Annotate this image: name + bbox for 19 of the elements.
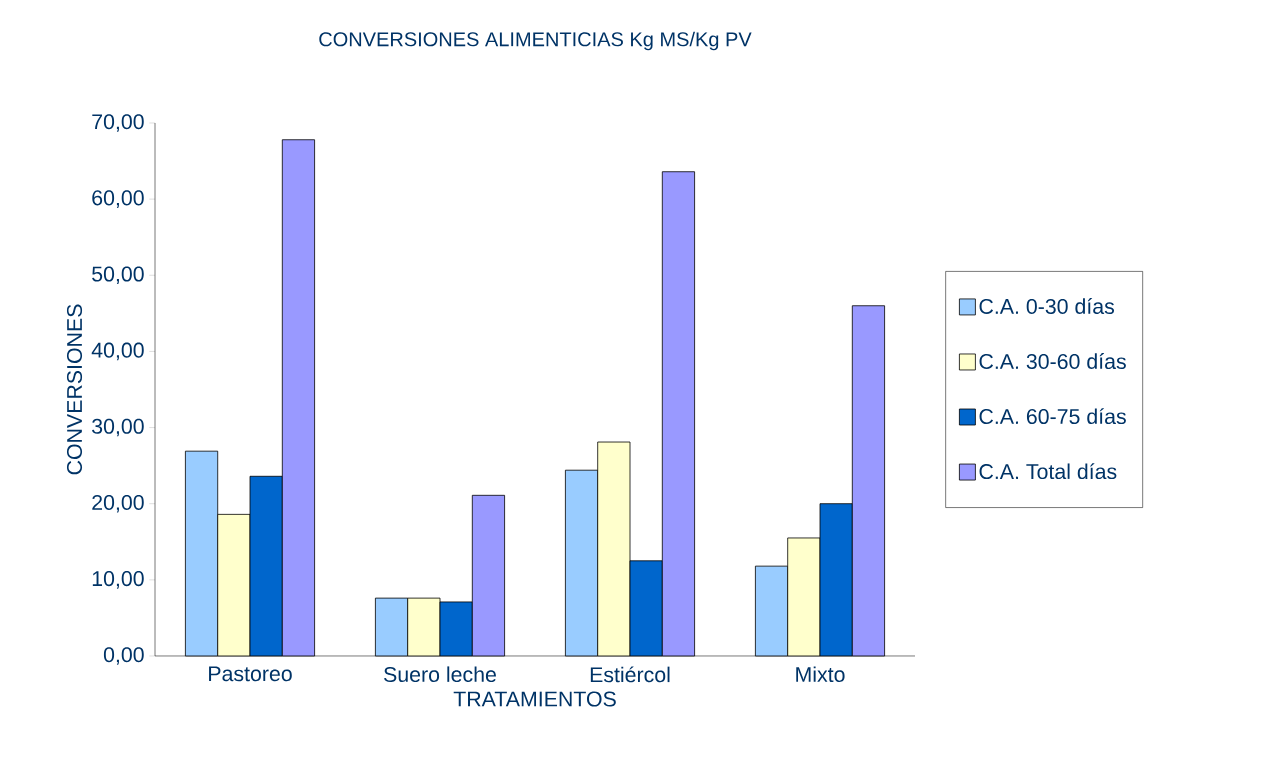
- y-tick-label: 70,00: [92, 114, 144, 132]
- y-tick-label: 30,00: [92, 418, 144, 437]
- y-axis-title: CONVERSIONES: [66, 304, 83, 475]
- x-tick-label: Estiércol: [590, 666, 670, 683]
- legend-label: C.A. Total días: [979, 463, 1117, 480]
- y-tick-label: 0,00: [103, 647, 144, 665]
- y-tick-label: 60,00: [92, 190, 144, 208]
- y-tick-label: 10,00: [92, 571, 144, 589]
- chart-title: CONVERSIONES ALIMENTICIAS Kg MS/Kg PV: [319, 31, 752, 51]
- y-tick-label: 20,00: [92, 494, 144, 513]
- x-axis-title: TRATAMIENTOS: [453, 691, 616, 707]
- legend-label: C.A. 0-30 días: [979, 298, 1115, 314]
- x-tick-label: Suero leche: [384, 666, 496, 683]
- y-tick-label: 50,00: [92, 266, 144, 285]
- legend-label: C.A. 60-75 días: [979, 408, 1126, 425]
- x-tick-label: Pastoreo: [209, 666, 292, 682]
- y-tick-label: 40,00: [91, 342, 144, 361]
- x-tick-label: Mixto: [796, 666, 845, 683]
- legend-label: C.A. 30-60 días: [979, 353, 1126, 370]
